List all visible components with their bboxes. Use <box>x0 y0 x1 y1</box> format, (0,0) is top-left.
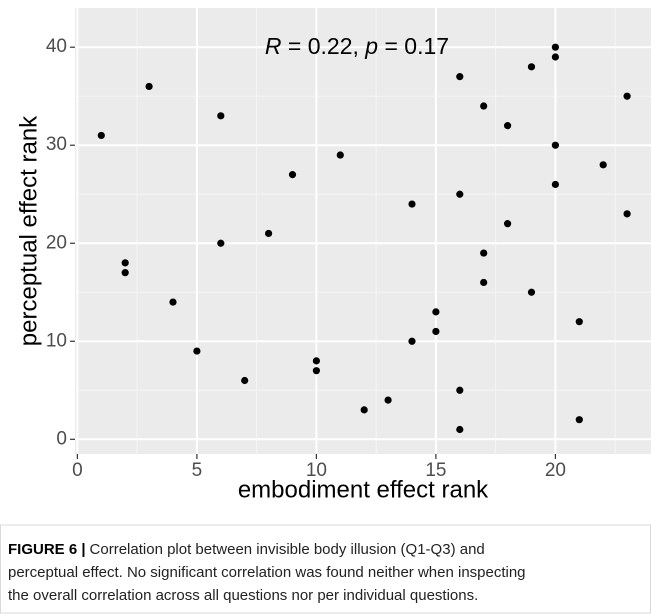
point <box>145 82 153 91</box>
point <box>408 200 416 208</box>
caption-line: perceptual effect. No significant correl… <box>8 564 526 581</box>
point <box>288 171 297 179</box>
point <box>217 112 225 120</box>
point <box>264 229 273 238</box>
point <box>575 416 583 424</box>
y-tick-label: 20 <box>46 232 67 253</box>
x-tick-label: 10 <box>306 460 327 481</box>
point <box>551 141 559 149</box>
caption-text: Correlation plot between invisible body … <box>90 541 485 558</box>
point <box>360 406 368 414</box>
y-tick-label: 40 <box>46 36 67 57</box>
caption-line: FIGURE 6 | Correlation plot between invis… <box>8 541 485 558</box>
annotation-part: = 0.22, <box>282 33 366 59</box>
point <box>480 278 488 287</box>
point <box>623 92 631 100</box>
y-axis-title: perceptual effect rank <box>15 115 42 346</box>
caption-label: FIGURE 6 | <box>8 541 86 558</box>
point <box>480 102 488 110</box>
point <box>551 180 559 189</box>
annotation-part: R <box>265 33 282 59</box>
point <box>312 367 320 375</box>
point <box>241 376 249 385</box>
point <box>551 43 559 51</box>
x-axis-title: embodiment effect rank <box>238 476 489 503</box>
point <box>599 161 607 169</box>
point <box>121 259 129 267</box>
y-tick-label: 10 <box>46 330 67 351</box>
annotation-part: = 0.17 <box>378 33 449 59</box>
x-tick-label: 15 <box>425 460 446 481</box>
point <box>193 347 201 355</box>
point <box>121 269 129 277</box>
x-tick-label: 5 <box>192 460 203 481</box>
x-tick-label: 0 <box>72 460 83 481</box>
point <box>503 122 512 130</box>
annotation-part: p <box>364 33 378 59</box>
y-tick-label: 0 <box>56 428 67 449</box>
plot-panel <box>75 8 651 454</box>
point <box>456 386 464 394</box>
point <box>480 249 488 257</box>
point <box>551 53 559 61</box>
point <box>312 357 320 365</box>
caption-line: the overall correlation across all quest… <box>8 587 478 604</box>
point <box>456 190 464 198</box>
point <box>384 396 392 404</box>
point <box>456 425 464 434</box>
point <box>97 131 105 140</box>
point <box>456 73 464 81</box>
point <box>336 151 344 159</box>
point <box>527 288 536 296</box>
point <box>623 210 631 218</box>
point <box>432 327 440 336</box>
y-tick-label: 30 <box>46 134 67 155</box>
annotation: R = 0.22, p = 0.17 <box>265 33 449 59</box>
point <box>169 298 177 306</box>
point <box>503 220 512 228</box>
point <box>432 308 440 316</box>
point <box>527 63 536 71</box>
point <box>575 318 583 326</box>
x-tick-label: 20 <box>545 460 566 481</box>
point <box>217 239 225 247</box>
point <box>408 337 416 345</box>
